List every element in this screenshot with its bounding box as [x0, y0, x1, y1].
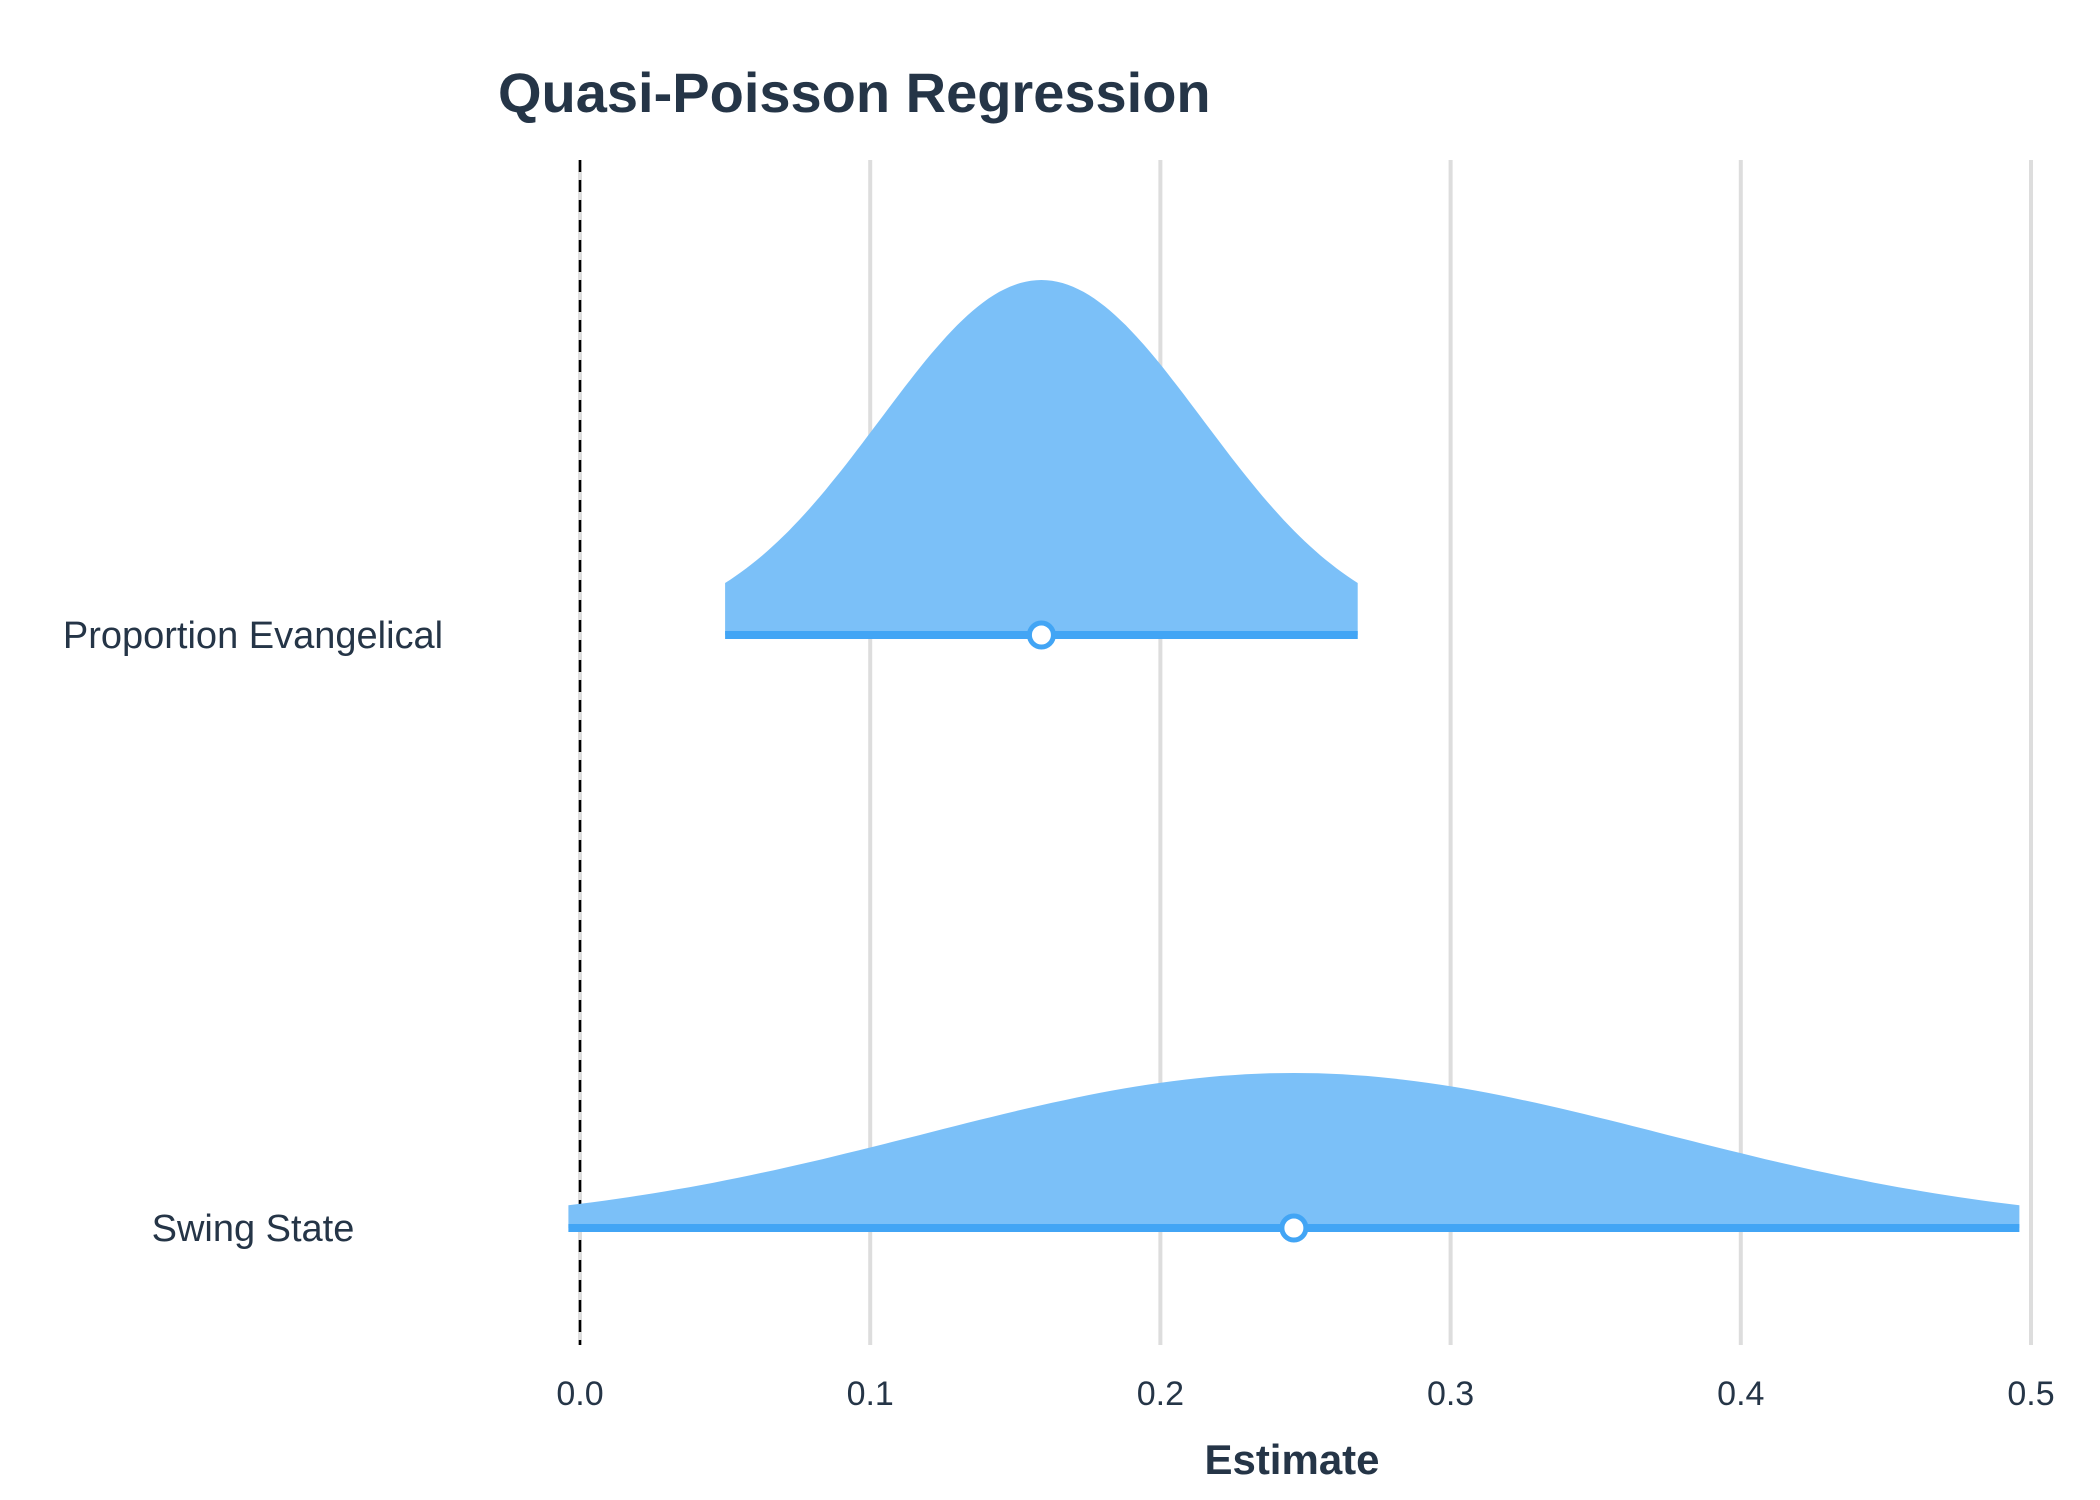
x-tick-label-5: 0.5 [2007, 1375, 2054, 1413]
density-1 [568, 1073, 2020, 1228]
x-tick-label-0: 0.0 [556, 1375, 603, 1413]
x-tick-label-1: 0.1 [847, 1375, 894, 1413]
y-axis-categories: Proportion Evangelical Swing State [63, 615, 443, 1250]
estimate-point-0 [1026, 620, 1056, 650]
data-marks [568, 280, 2020, 1243]
category-label-0: Proportion Evangelical [63, 615, 443, 657]
x-tick-label-2: 0.2 [1137, 1375, 1184, 1413]
x-tick-label-4: 0.4 [1717, 1375, 1764, 1413]
x-tick-label-3: 0.3 [1427, 1375, 1474, 1413]
chart-title: Quasi-Poisson Regression [498, 61, 1211, 124]
x-axis-ticks: 0.0 0.1 0.2 0.3 0.4 0.5 [556, 1375, 2054, 1413]
x-axis-label: Estimate [1204, 1436, 1379, 1483]
density-0 [725, 280, 1358, 635]
category-label-1: Swing State [152, 1208, 355, 1250]
estimate-point-1 [1279, 1213, 1309, 1243]
